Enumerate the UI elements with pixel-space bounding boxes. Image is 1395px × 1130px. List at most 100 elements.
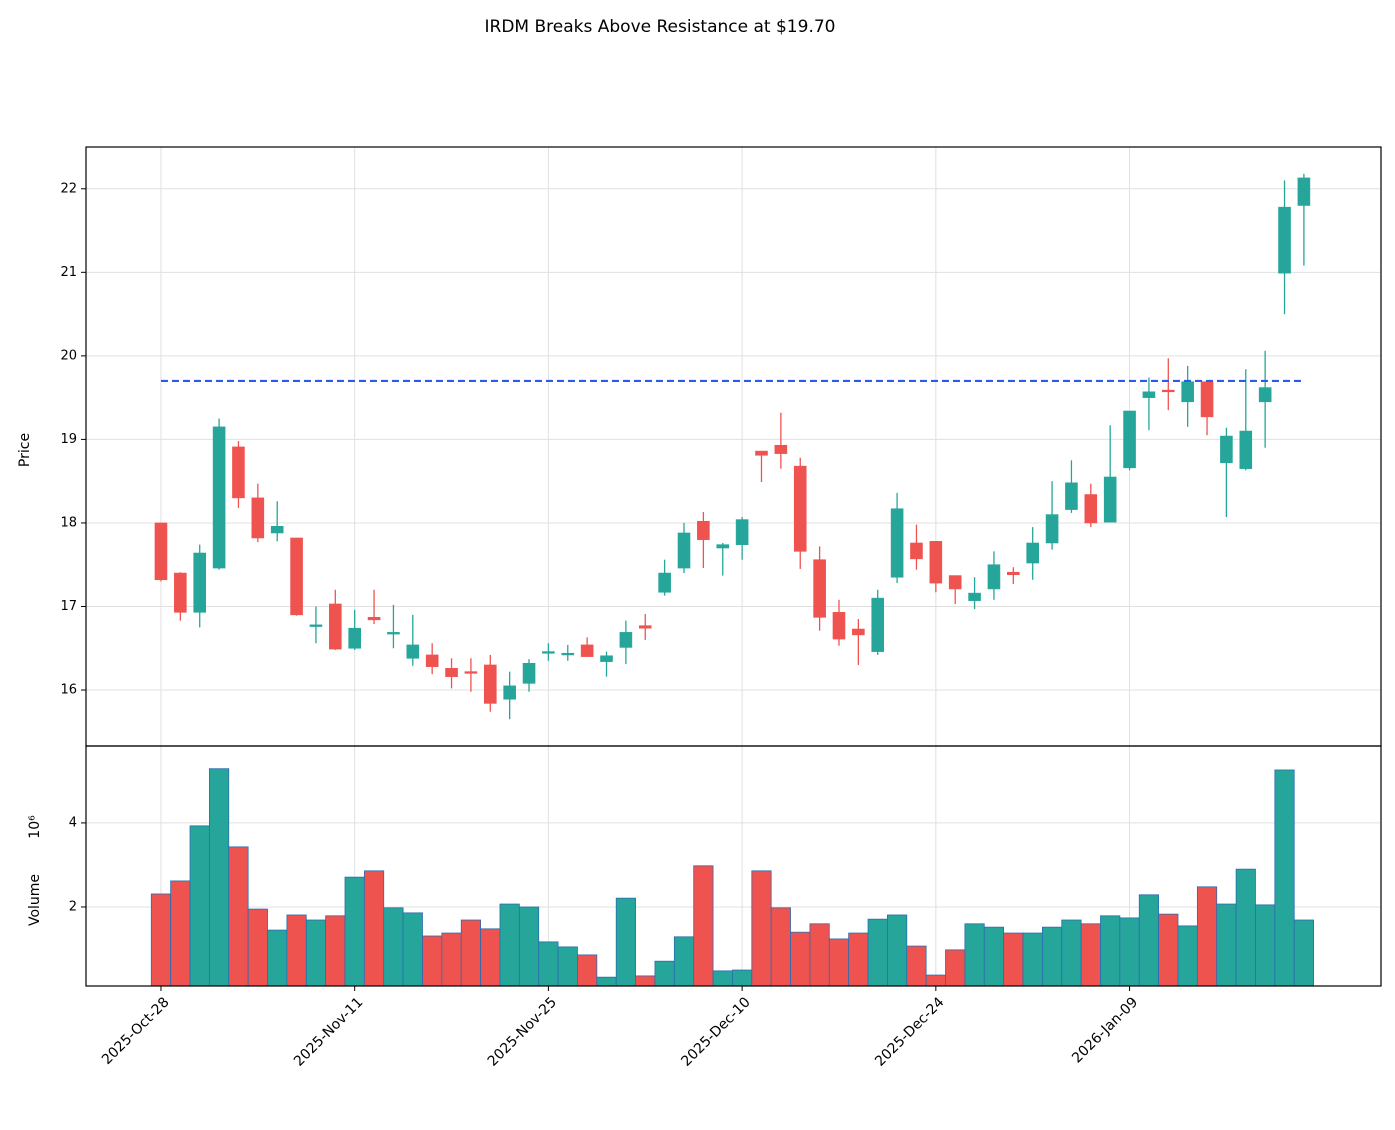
- volume-bar: [1274, 769, 1295, 987]
- candle-body: [309, 624, 323, 627]
- volume-bar: [363, 870, 385, 987]
- volume-axis-label: Volume: [27, 874, 43, 926]
- candle-body: [638, 625, 652, 629]
- y-tick-label: 17: [60, 599, 77, 614]
- volume-bar: [170, 880, 191, 987]
- volume-bar: [848, 932, 869, 987]
- volume-bar: [150, 893, 172, 987]
- y-tick-label: 22: [60, 181, 77, 196]
- y-tick-label: 19: [60, 432, 77, 447]
- candle-body: [1200, 381, 1214, 418]
- candle-body: [697, 520, 710, 540]
- volume-bar: [1138, 894, 1160, 987]
- candle-body: [619, 632, 633, 648]
- candle-body: [251, 497, 265, 539]
- volume-bar: [325, 915, 346, 987]
- volume-bar: [267, 929, 288, 987]
- y-tick-label: 20: [60, 348, 77, 363]
- volume-bar: [1119, 917, 1140, 987]
- volume-bar: [402, 912, 423, 987]
- volume-bar: [770, 907, 791, 987]
- volume-bar: [577, 954, 598, 987]
- candle-body: [948, 575, 962, 590]
- candle-body: [658, 572, 671, 593]
- candle-body: [522, 662, 536, 684]
- volume-bar: [712, 970, 733, 987]
- volume-bar: [344, 876, 365, 987]
- candle-body: [890, 508, 904, 578]
- candle-body: [387, 632, 400, 635]
- volume-bar: [460, 919, 482, 987]
- volume-bar: [189, 825, 210, 987]
- volume-bar: [751, 870, 772, 987]
- candle-body: [425, 654, 439, 667]
- candle-body: [193, 552, 207, 613]
- candle-body: [1142, 391, 1156, 398]
- volume-bar: [305, 919, 327, 987]
- candle-body: [1297, 177, 1311, 206]
- volume-bar: [945, 949, 966, 987]
- volume-bar: [1235, 868, 1256, 987]
- candle-body: [580, 644, 594, 657]
- candle-body: [910, 542, 923, 560]
- candle-body: [968, 592, 981, 601]
- volume-bar: [828, 938, 850, 987]
- volume-bar: [422, 935, 443, 987]
- candle-body: [329, 603, 342, 650]
- volume-bar: [1158, 913, 1179, 987]
- volume-bar: [906, 945, 927, 987]
- volume-bar: [1293, 919, 1314, 987]
- volume-bar: [887, 914, 908, 987]
- candle-body: [735, 519, 749, 545]
- candle-body: [1103, 476, 1117, 523]
- volume-bar: [383, 907, 404, 987]
- volume-bar: [615, 897, 636, 987]
- candle-body: [1181, 381, 1194, 403]
- volume-bar: [925, 974, 946, 987]
- candle-body: [1278, 206, 1291, 274]
- volume-bar: [1196, 886, 1218, 987]
- volume-bar: [1177, 925, 1198, 987]
- volume-bar: [247, 908, 268, 987]
- candle-body: [406, 644, 420, 659]
- volume-offset-label: 10⁶: [27, 815, 43, 839]
- y-tick-label: 2: [69, 899, 77, 914]
- volume-bar: [1100, 915, 1121, 987]
- volume-bar: [1041, 926, 1063, 987]
- candle-body: [852, 628, 865, 636]
- volume-bar: [790, 931, 811, 987]
- candle-body: [174, 572, 187, 613]
- candle-body: [716, 544, 730, 549]
- volume-bar: [809, 923, 830, 987]
- candle-body: [1123, 410, 1136, 469]
- candle-body: [755, 450, 768, 456]
- candle-body: [367, 617, 381, 621]
- candle-body: [561, 652, 575, 656]
- candle-body: [1065, 482, 1078, 510]
- volume-bar: [1003, 932, 1024, 987]
- candle-body: [929, 541, 943, 584]
- volume-bar: [964, 923, 985, 987]
- y-axis-label: Price: [17, 433, 33, 467]
- candle-body: [1258, 387, 1272, 403]
- volume-bar: [654, 960, 675, 987]
- volume-bar: [1255, 904, 1276, 987]
- candle-body: [1026, 542, 1039, 564]
- volume-bar: [480, 928, 501, 987]
- volume-frame: [85, 745, 1382, 987]
- volume-bar: [499, 903, 520, 987]
- candle-body: [774, 444, 788, 454]
- volume-bar: [1022, 932, 1043, 987]
- y-tick-label: 18: [60, 515, 77, 530]
- candle-body: [270, 525, 284, 534]
- volume-bar: [635, 975, 656, 987]
- chart-title: IRDM Breaks Above Resistance at $19.70: [485, 17, 836, 37]
- volume-bar: [1216, 903, 1237, 987]
- volume-bar: [732, 969, 753, 987]
- candle-body: [232, 446, 245, 499]
- candle-body: [832, 612, 846, 640]
- candle-body: [542, 651, 555, 654]
- volume-bar: [538, 941, 559, 987]
- volume-bar: [867, 918, 888, 987]
- candle-body: [1161, 389, 1175, 393]
